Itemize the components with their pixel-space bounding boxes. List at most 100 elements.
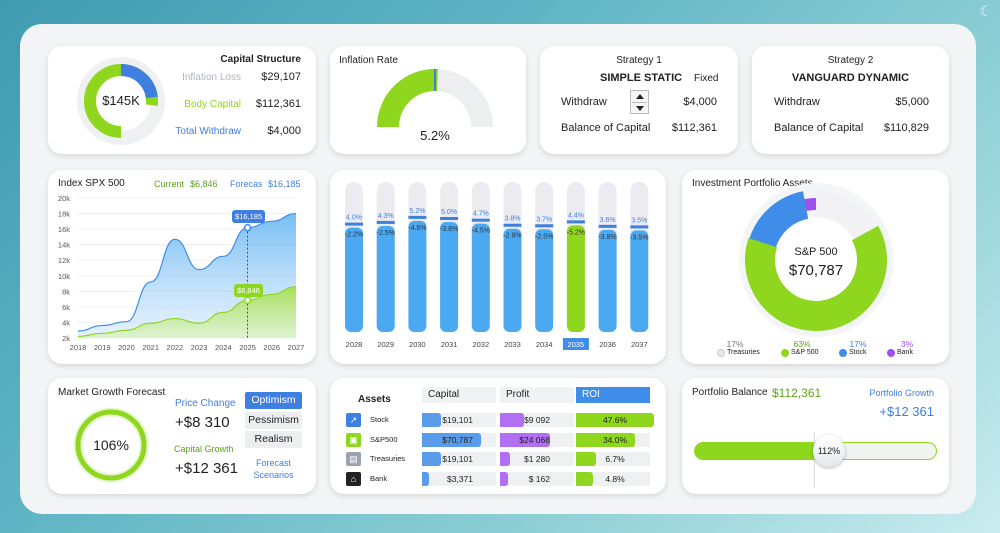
roi-bar	[576, 413, 654, 427]
roi-value: 34.0%	[602, 434, 628, 445]
profit-bar	[500, 452, 511, 466]
bar-value[interactable]	[535, 229, 554, 332]
balance-slider-value: 112%	[817, 446, 841, 456]
profit-value: $1 280	[524, 454, 550, 464]
strategy2-card: Strategy 2 VANGUARD DYNAMIC Withdraw $5,…	[752, 46, 949, 154]
capital-value: $19,101	[442, 415, 473, 425]
bar-cap	[598, 224, 617, 228]
spx-ytick: 8k	[62, 287, 70, 296]
capital-bar	[422, 432, 481, 447]
inflation-loss-value: $29,107	[261, 71, 301, 83]
realism-button[interactable]: Realism	[245, 431, 302, 448]
roi-bar	[576, 452, 596, 466]
bar-value[interactable]	[598, 229, 617, 332]
year-label[interactable]: 2030	[409, 340, 426, 349]
strategy1-title: Strategy 1	[616, 55, 662, 66]
bar-value[interactable]	[408, 220, 427, 332]
bar-top-label: 3.7%	[536, 216, 552, 223]
capital-bar	[422, 471, 429, 486]
capital-header: Capital	[422, 387, 496, 403]
year-label[interactable]: 2032	[472, 340, 489, 349]
optimism-button[interactable]: Optimism	[245, 392, 302, 409]
legend-treasuries-name: Treasuries	[727, 349, 760, 356]
capital-structure-card: $145K Capital Structure Inflation Loss $…	[48, 46, 316, 154]
spx-ytick: 10k	[58, 272, 70, 281]
profit-value: $24 068	[519, 434, 550, 445]
bar-cap	[503, 223, 522, 227]
roi-bg	[576, 471, 650, 486]
year-label[interactable]: 2036	[599, 340, 616, 349]
roi-bar	[576, 471, 593, 486]
bar-value[interactable]	[345, 227, 363, 332]
bar-value[interactable]	[630, 230, 649, 332]
bar-value[interactable]	[376, 225, 395, 332]
spx-area-chart: 2k 4k 6k 8k 10k 12k 14k 16k 18k 20k 2018 2019 2020 20…	[58, 194, 304, 352]
year-label[interactable]: 2037	[631, 340, 648, 349]
bar-top-label: 3.8%	[505, 216, 521, 223]
year-label[interactable]: 2035	[568, 340, 585, 349]
roi-header: ROI	[576, 387, 650, 403]
bar-value[interactable]	[503, 228, 522, 332]
bank-icon: ⌂	[346, 471, 361, 486]
pessimism-button[interactable]: Pessimism	[245, 412, 302, 429]
capital-title: Capital Structure	[220, 54, 301, 65]
bar-value[interactable]	[471, 223, 490, 332]
legend-bank-pct: 3%	[900, 339, 914, 349]
spx-ytick: 2k	[62, 334, 70, 343]
year-label[interactable]: 2029	[377, 340, 394, 349]
balance-value: $112,361	[772, 386, 822, 400]
withdraw-spinner[interactable]	[630, 90, 649, 114]
capital-bar	[422, 452, 441, 466]
legend-treasuries-pct: 17%	[726, 339, 744, 349]
bar-top-label: 4.3%	[378, 213, 394, 220]
moon-icon[interactable]: ☾	[979, 3, 992, 19]
year-label[interactable]: 2034	[536, 340, 553, 349]
bar-value[interactable]	[440, 222, 459, 332]
bar-top-label: 3.5%	[631, 217, 647, 224]
bar-cap	[535, 224, 554, 228]
bar-bottom-label: -2.5%	[535, 233, 553, 240]
roi-value: 6.7%	[605, 454, 625, 464]
spx-callout-low: $6,846	[234, 284, 263, 297]
spx-xtick: 2023	[191, 343, 208, 352]
bar-top-label: 4.7%	[473, 211, 489, 218]
year-label[interactable]: 2031	[441, 340, 458, 349]
capital-growth-label: Capital Growth	[174, 444, 234, 454]
spx-point-forecast	[243, 223, 252, 232]
spx-xtick: 2024	[215, 343, 232, 352]
balance-slider-knob[interactable]	[813, 435, 845, 467]
legend-sp500-pct: 63%	[793, 339, 811, 349]
yearly-returns-card: 4.0% -2.2% 2028 4.3% -2.5% 2029 5.2% -4.6% 2030 5…	[330, 170, 666, 364]
profit-bg	[500, 452, 574, 466]
year-label[interactable]: 2028	[346, 340, 363, 349]
spx-ytick: 14k	[58, 241, 70, 250]
pie-slice-sp500[interactable]	[740, 184, 892, 336]
spx-ytick: 12k	[58, 256, 70, 265]
profit-value: $ 162	[528, 473, 550, 484]
year-label[interactable]: 2033	[504, 340, 521, 349]
spinner-up-icon[interactable]	[636, 94, 644, 99]
capital-bg	[422, 471, 496, 486]
capital-bar	[422, 413, 441, 427]
asset-name: Treasuries	[370, 454, 406, 463]
legend-bank-name: Bank	[897, 349, 913, 356]
bar-cap	[630, 225, 649, 229]
assets-table-card: Assets Capital Profit ROI ↗ Stock $19,101 $…	[330, 378, 666, 494]
pie-center	[776, 220, 856, 300]
spx-xtick: 2020	[118, 343, 135, 352]
legend-sp500-swatch	[781, 349, 789, 357]
balance-slider-fill	[695, 443, 820, 459]
inflation-value: 5.2%	[420, 128, 450, 143]
spinner-down-icon[interactable]	[636, 106, 644, 111]
legend-stock-name: Stock	[849, 349, 867, 356]
spx-ytick: 6k	[62, 303, 70, 312]
spx-current-area	[78, 286, 296, 338]
spx-ytick: 4k	[62, 318, 70, 327]
asset-name: S&P500	[370, 434, 398, 444]
profit-bg	[500, 471, 574, 486]
capital-value: $19,101	[442, 454, 473, 464]
bar-value[interactable]	[566, 225, 585, 332]
portfolio-center-label: S&P 500	[794, 246, 838, 258]
strategy2-name: VANGUARD DYNAMIC	[791, 72, 910, 84]
capital-growth-value: +$12 361	[175, 460, 238, 477]
